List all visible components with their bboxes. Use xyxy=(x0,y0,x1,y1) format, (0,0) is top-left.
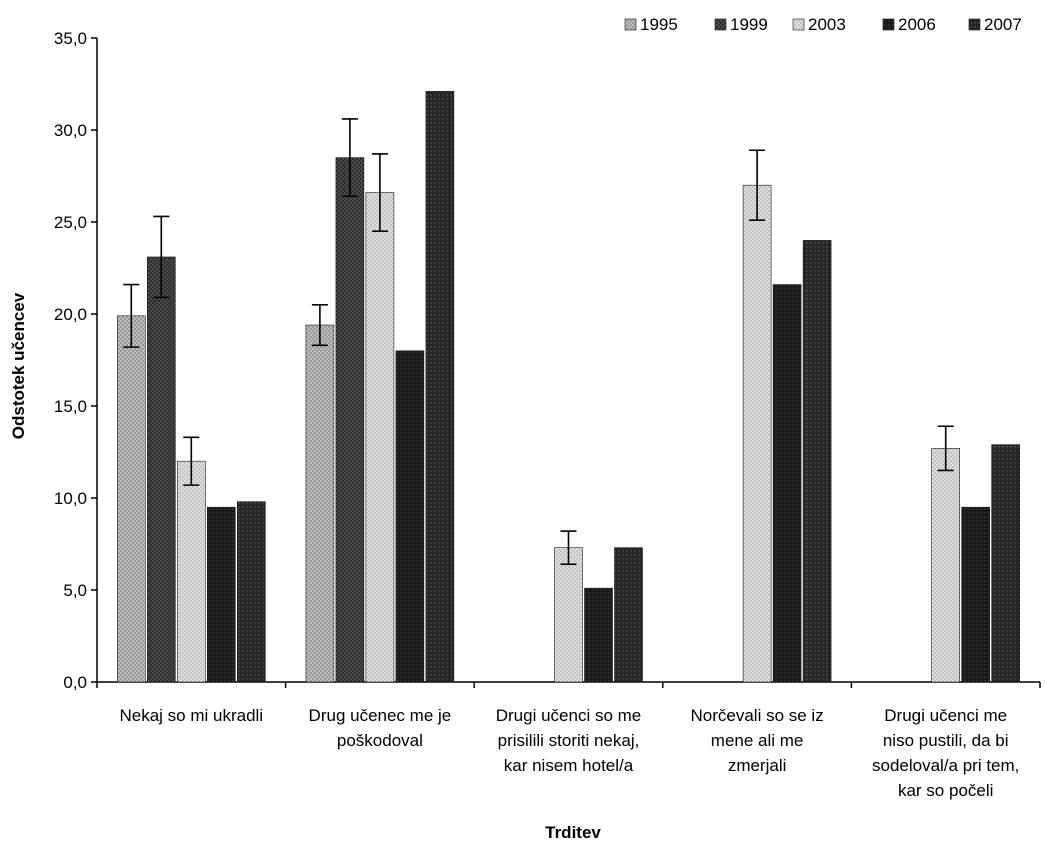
x-tick-label: zmerjali xyxy=(728,756,787,775)
y-tick-label: 5,0 xyxy=(63,581,87,600)
y-tick-label: 25,0 xyxy=(54,213,87,232)
bar-2006 xyxy=(395,350,425,683)
x-tick-label: Nekaj so mi ukradli xyxy=(119,706,263,725)
x-tick-label: sodeloval/a pri tem, xyxy=(872,756,1019,775)
legend-swatch-2007 xyxy=(968,18,981,31)
y-axis-title: Odstotek učencev xyxy=(9,292,28,439)
x-tick-label: kar so počeli xyxy=(898,781,993,800)
y-tick-label: 30,0 xyxy=(54,121,87,140)
bar-1995 xyxy=(305,324,335,683)
legend-label-2003: 2003 xyxy=(808,15,846,34)
bar-2006 xyxy=(772,284,802,683)
y-tick-label: 15,0 xyxy=(54,397,87,416)
bar-1999 xyxy=(335,157,365,683)
bar-2006 xyxy=(961,506,991,683)
x-axis-title: Trditev xyxy=(545,823,601,842)
legend-label-2007: 2007 xyxy=(984,15,1022,34)
y-axis: 0,0 5,0 10,0 15,0 20,0 25,0 30,0 35,0 xyxy=(54,29,98,692)
bar-2003 xyxy=(365,192,395,683)
bar-1995 xyxy=(117,315,146,683)
x-axis: Nekaj so mi ukradli Drug učenec me je pošk… xyxy=(96,681,1041,800)
bar-2007 xyxy=(991,444,1021,683)
y-tick-label: 20,0 xyxy=(54,305,87,324)
bar-2007 xyxy=(614,547,643,683)
bar-1999 xyxy=(147,256,176,683)
y-tick-label: 35,0 xyxy=(54,29,87,48)
legend-swatch-1999 xyxy=(714,18,727,31)
legend-label-1999: 1999 xyxy=(730,15,768,34)
legend-label-2006: 2006 xyxy=(898,15,936,34)
x-tick-label: Drugi učenci so me xyxy=(496,706,642,725)
x-tick-label: niso pustili, da bi xyxy=(883,731,1009,750)
bar-2007 xyxy=(425,91,455,683)
y-tick-label: 10,0 xyxy=(54,489,87,508)
bar-group xyxy=(117,91,1021,683)
x-tick-label: mene ali me xyxy=(711,731,804,750)
y-tick-label: 0,0 xyxy=(63,673,87,692)
error-bar-group xyxy=(123,118,954,566)
legend-swatch-2006 xyxy=(882,18,895,31)
legend-swatch-2003 xyxy=(792,18,805,31)
legend-label-1995: 1995 xyxy=(640,15,678,34)
bar-2003 xyxy=(742,184,772,683)
bar-2003 xyxy=(554,547,583,683)
bar-2003 xyxy=(931,448,961,683)
bar-2007 xyxy=(802,240,832,683)
bar-2007 xyxy=(237,501,266,683)
bar-2006 xyxy=(584,587,613,683)
legend-swatch-1995 xyxy=(624,18,637,31)
x-tick-label: Drugi učenci me xyxy=(884,706,1007,725)
bar-2003 xyxy=(177,460,206,683)
x-tick-label: Norčevali so se iz xyxy=(690,706,823,725)
x-tick-label: poškodoval xyxy=(337,731,423,750)
bar-2006 xyxy=(207,506,236,683)
x-tick-label: prisilili storiti nekaj, xyxy=(498,731,640,750)
legend: 1995 1999 2003 2006 2007 xyxy=(624,15,1022,34)
x-tick-label: Drug učenec me je xyxy=(309,706,452,725)
x-tick-label: kar nisem hotel/a xyxy=(504,756,634,775)
